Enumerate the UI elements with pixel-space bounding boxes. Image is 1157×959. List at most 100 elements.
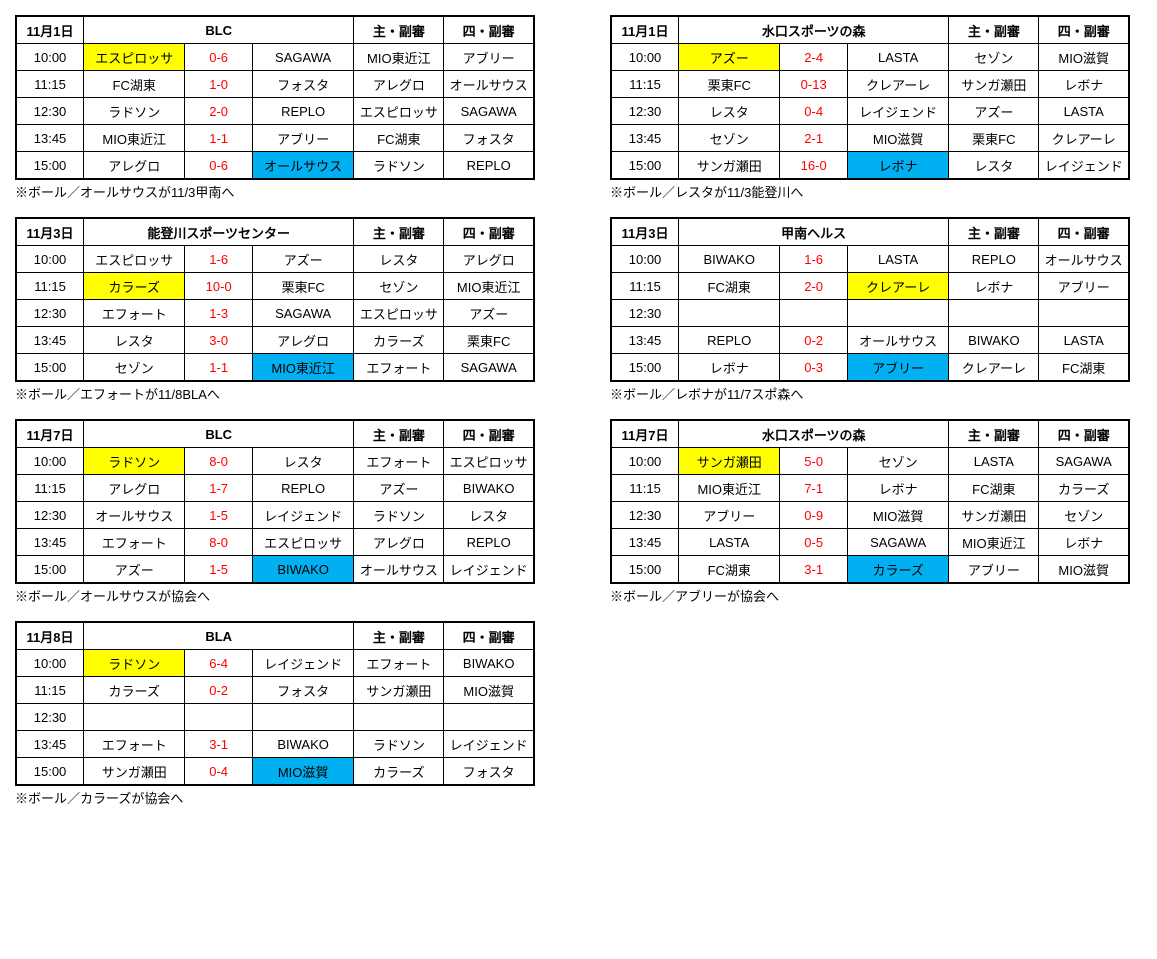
venue-cell: BLA xyxy=(84,622,354,650)
team-b-cell: BIWAKO xyxy=(252,556,353,584)
team-b-cell: フォスタ xyxy=(252,677,353,704)
team-b-cell: LASTA xyxy=(847,44,948,71)
ref-fourth-cell: レイジェンド xyxy=(444,556,534,584)
date-cell: 11月8日 xyxy=(16,622,84,650)
schedule-block: 11月7日水口スポーツの森主・副審四・副審10:00サンガ瀬田5-0セゾンLAS… xyxy=(610,419,1130,615)
team-a-cell: アレグロ xyxy=(84,152,185,180)
score-cell: 1-3 xyxy=(185,300,253,327)
schedule-table: 11月8日BLA主・副審四・副審10:00ラドソン6-4レイジェンドエフォートB… xyxy=(15,621,535,786)
match-row: 12:30オールサウス1-5レイジェンドラドソンレスタ xyxy=(16,502,534,529)
schedule-block: 11月7日BLC主・副審四・副審10:00ラドソン8-0レスタエフォートエスピロ… xyxy=(15,419,535,615)
team-a-cell: アズー xyxy=(84,556,185,584)
team-b-cell: レイジェンド xyxy=(252,502,353,529)
date-cell: 11月3日 xyxy=(16,218,84,246)
ref-main-cell: エフォート xyxy=(354,650,444,677)
match-row: 11:15栗東FC0-13クレアーレサンガ瀬田レボナ xyxy=(611,71,1129,98)
venue-cell: BLC xyxy=(84,16,354,44)
team-b-cell: SAGAWA xyxy=(252,300,353,327)
col-header-ref-fourth: 四・副審 xyxy=(444,218,534,246)
team-b-cell: REPLO xyxy=(252,475,353,502)
match-row: 11:15アレグロ1-7REPLOアズーBIWAKO xyxy=(16,475,534,502)
match-row: 15:00サンガ瀬田0-4MIO滋賀カラーズフォスタ xyxy=(16,758,534,786)
score-cell xyxy=(780,300,848,327)
team-b-cell: SAGAWA xyxy=(252,44,353,71)
match-row: 15:00アレグロ0-6オールサウスラドソンREPLO xyxy=(16,152,534,180)
team-b-cell: カラーズ xyxy=(847,556,948,584)
team-b-cell xyxy=(847,300,948,327)
col-header-ref-fourth: 四・副審 xyxy=(1039,16,1129,44)
match-row: 11:15FC湖東1-0フォスタアレグロオールサウス xyxy=(16,71,534,98)
venue-cell: 水口スポーツの森 xyxy=(679,420,949,448)
schedule-block: 11月1日BLC主・副審四・副審10:00エスピロッサ0-6SAGAWAMIO東… xyxy=(15,15,535,211)
ref-fourth-cell: レイジェンド xyxy=(444,731,534,758)
match-row: 11:15カラーズ0-2フォスタサンガ瀬田MIO滋賀 xyxy=(16,677,534,704)
score-cell: 0-13 xyxy=(780,71,848,98)
date-cell: 11月3日 xyxy=(611,218,679,246)
time-cell: 15:00 xyxy=(611,354,679,382)
date-cell: 11月7日 xyxy=(16,420,84,448)
team-a-cell: レスタ xyxy=(84,327,185,354)
time-cell: 11:15 xyxy=(611,475,679,502)
team-b-cell: セゾン xyxy=(847,448,948,475)
team-a-cell: FC湖東 xyxy=(679,556,780,584)
ref-fourth-cell: エスピロッサ xyxy=(444,448,534,475)
team-b-cell: フォスタ xyxy=(252,71,353,98)
match-row: 13:45セゾン2-1MIO滋賀栗東FCクレアーレ xyxy=(611,125,1129,152)
team-a-cell: カラーズ xyxy=(84,677,185,704)
team-b-cell: オールサウス xyxy=(847,327,948,354)
team-b-cell: MIO東近江 xyxy=(252,354,353,382)
time-cell: 13:45 xyxy=(611,125,679,152)
score-cell: 0-2 xyxy=(780,327,848,354)
score-cell: 2-1 xyxy=(780,125,848,152)
ref-fourth-cell: SAGAWA xyxy=(444,354,534,382)
ref-fourth-cell: カラーズ xyxy=(1039,475,1129,502)
ref-fourth-cell: LASTA xyxy=(1039,98,1129,125)
score-cell: 3-1 xyxy=(780,556,848,584)
ref-main-cell: MIO東近江 xyxy=(949,529,1039,556)
col-header-ref-fourth: 四・副審 xyxy=(444,420,534,448)
team-b-cell: エスピロッサ xyxy=(252,529,353,556)
ref-main-cell: 栗東FC xyxy=(949,125,1039,152)
team-a-cell: セゾン xyxy=(84,354,185,382)
ref-main-cell: サンガ瀬田 xyxy=(949,71,1039,98)
ref-fourth-cell: 栗東FC xyxy=(444,327,534,354)
team-b-cell: MIO滋賀 xyxy=(847,502,948,529)
schedule-block: 11月3日甲南ヘルス主・副審四・副審10:00BIWAKO1-6LASTAREP… xyxy=(610,217,1130,413)
ref-fourth-cell: MIO滋賀 xyxy=(1039,44,1129,71)
col-header-ref-main: 主・副審 xyxy=(354,16,444,44)
ref-fourth-cell: REPLO xyxy=(444,529,534,556)
block-note: ※ボール／カラーズが協会へ xyxy=(15,788,535,807)
match-row: 11:15FC湖東2-0クレアーレレボナアブリー xyxy=(611,273,1129,300)
ref-main-cell: BIWAKO xyxy=(949,327,1039,354)
ref-main-cell: REPLO xyxy=(949,246,1039,273)
time-cell: 15:00 xyxy=(611,152,679,180)
ref-fourth-cell: フォスタ xyxy=(444,125,534,152)
col-header-ref-fourth: 四・副審 xyxy=(1039,218,1129,246)
time-cell: 12:30 xyxy=(611,300,679,327)
ref-main-cell: アズー xyxy=(354,475,444,502)
match-row: 13:45MIO東近江1-1アブリーFC湖東フォスタ xyxy=(16,125,534,152)
col-header-ref-main: 主・副審 xyxy=(354,218,444,246)
date-cell: 11月1日 xyxy=(16,16,84,44)
ref-fourth-cell: BIWAKO xyxy=(444,650,534,677)
schedule-table: 11月7日水口スポーツの森主・副審四・副審10:00サンガ瀬田5-0セゾンLAS… xyxy=(610,419,1130,584)
score-cell: 2-0 xyxy=(780,273,848,300)
block-note: ※ボール／アブリーが協会へ xyxy=(610,586,1130,605)
time-cell: 12:30 xyxy=(16,300,84,327)
time-cell: 10:00 xyxy=(611,246,679,273)
ref-fourth-cell xyxy=(1039,300,1129,327)
schedule-page: 11月1日BLC主・副審四・副審10:00エスピロッサ0-6SAGAWAMIO東… xyxy=(15,15,1130,817)
ref-main-cell: サンガ瀬田 xyxy=(949,502,1039,529)
match-row: 15:00アズー1-5BIWAKOオールサウスレイジェンド xyxy=(16,556,534,584)
match-row: 15:00FC湖東3-1カラーズアブリーMIO滋賀 xyxy=(611,556,1129,584)
ref-main-cell: ラドソン xyxy=(354,502,444,529)
time-cell: 10:00 xyxy=(16,448,84,475)
time-cell: 10:00 xyxy=(16,44,84,71)
team-b-cell: アズー xyxy=(252,246,353,273)
team-a-cell: ラドソン xyxy=(84,448,185,475)
ref-main-cell: エフォート xyxy=(354,354,444,382)
team-a-cell: BIWAKO xyxy=(679,246,780,273)
team-a-cell: エスピロッサ xyxy=(84,246,185,273)
col-header-ref-fourth: 四・副審 xyxy=(1039,420,1129,448)
team-a-cell xyxy=(84,704,185,731)
